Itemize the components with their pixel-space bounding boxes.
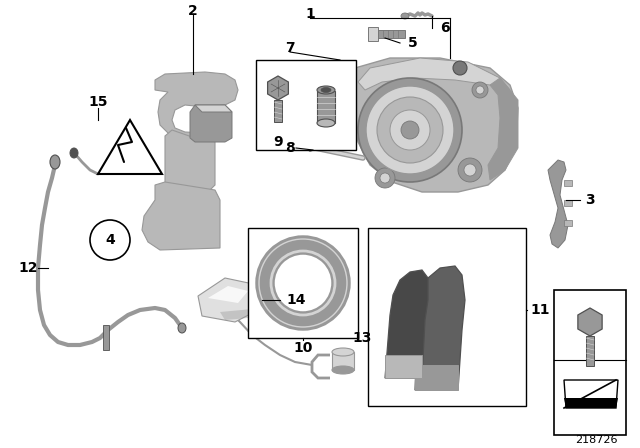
- Polygon shape: [415, 365, 458, 390]
- Text: 9: 9: [273, 135, 283, 149]
- Polygon shape: [98, 120, 162, 174]
- Ellipse shape: [401, 13, 409, 19]
- Circle shape: [476, 86, 484, 94]
- Circle shape: [458, 158, 482, 182]
- Circle shape: [90, 220, 130, 260]
- Polygon shape: [358, 58, 510, 90]
- Polygon shape: [195, 105, 232, 112]
- Circle shape: [377, 97, 443, 163]
- Polygon shape: [352, 58, 518, 192]
- Text: 218726: 218726: [575, 435, 617, 445]
- Text: 11: 11: [531, 303, 550, 317]
- Circle shape: [401, 121, 419, 139]
- Circle shape: [375, 168, 395, 188]
- Bar: [564, 180, 572, 186]
- Bar: [274, 100, 282, 122]
- Circle shape: [453, 61, 467, 75]
- Bar: [564, 220, 572, 226]
- Ellipse shape: [332, 366, 354, 374]
- Ellipse shape: [317, 86, 335, 94]
- Ellipse shape: [317, 119, 335, 127]
- Circle shape: [472, 82, 488, 98]
- Bar: [586, 336, 594, 366]
- Bar: [103, 325, 109, 350]
- Bar: [368, 27, 378, 41]
- Polygon shape: [155, 72, 238, 140]
- Ellipse shape: [70, 148, 78, 158]
- Polygon shape: [385, 270, 428, 378]
- Text: 5: 5: [408, 36, 418, 50]
- Text: 7: 7: [285, 41, 295, 55]
- Bar: [554, 290, 626, 435]
- Ellipse shape: [332, 348, 354, 356]
- Polygon shape: [488, 78, 518, 180]
- Text: 4: 4: [105, 233, 115, 247]
- Text: 1: 1: [305, 7, 315, 21]
- Polygon shape: [268, 76, 289, 100]
- Text: 3: 3: [585, 193, 595, 207]
- Bar: [256, 60, 356, 150]
- Bar: [370, 30, 405, 38]
- Circle shape: [358, 78, 462, 182]
- Polygon shape: [165, 130, 215, 192]
- Text: 12: 12: [19, 261, 38, 275]
- Text: 14: 14: [286, 293, 306, 307]
- Polygon shape: [415, 266, 465, 390]
- Polygon shape: [548, 160, 568, 248]
- Text: 13: 13: [352, 331, 372, 345]
- Bar: [248, 228, 358, 338]
- Polygon shape: [220, 308, 260, 320]
- Ellipse shape: [178, 323, 186, 333]
- Text: 15: 15: [88, 95, 108, 109]
- Polygon shape: [142, 182, 220, 250]
- Polygon shape: [564, 398, 618, 408]
- Polygon shape: [190, 105, 232, 142]
- Text: 2: 2: [188, 4, 198, 18]
- Polygon shape: [578, 308, 602, 336]
- Circle shape: [390, 110, 430, 150]
- Ellipse shape: [321, 87, 331, 92]
- Polygon shape: [564, 380, 618, 408]
- Ellipse shape: [50, 155, 60, 169]
- Circle shape: [366, 86, 454, 174]
- Bar: [317, 91, 335, 123]
- Text: 8: 8: [285, 141, 295, 155]
- Bar: [368, 228, 526, 406]
- Circle shape: [464, 164, 476, 176]
- Text: 10: 10: [293, 341, 313, 355]
- Polygon shape: [385, 355, 422, 378]
- Polygon shape: [208, 286, 248, 303]
- Bar: [564, 200, 572, 206]
- Bar: [332, 352, 354, 370]
- Polygon shape: [198, 278, 262, 322]
- Circle shape: [380, 173, 390, 183]
- Text: 6: 6: [440, 21, 450, 35]
